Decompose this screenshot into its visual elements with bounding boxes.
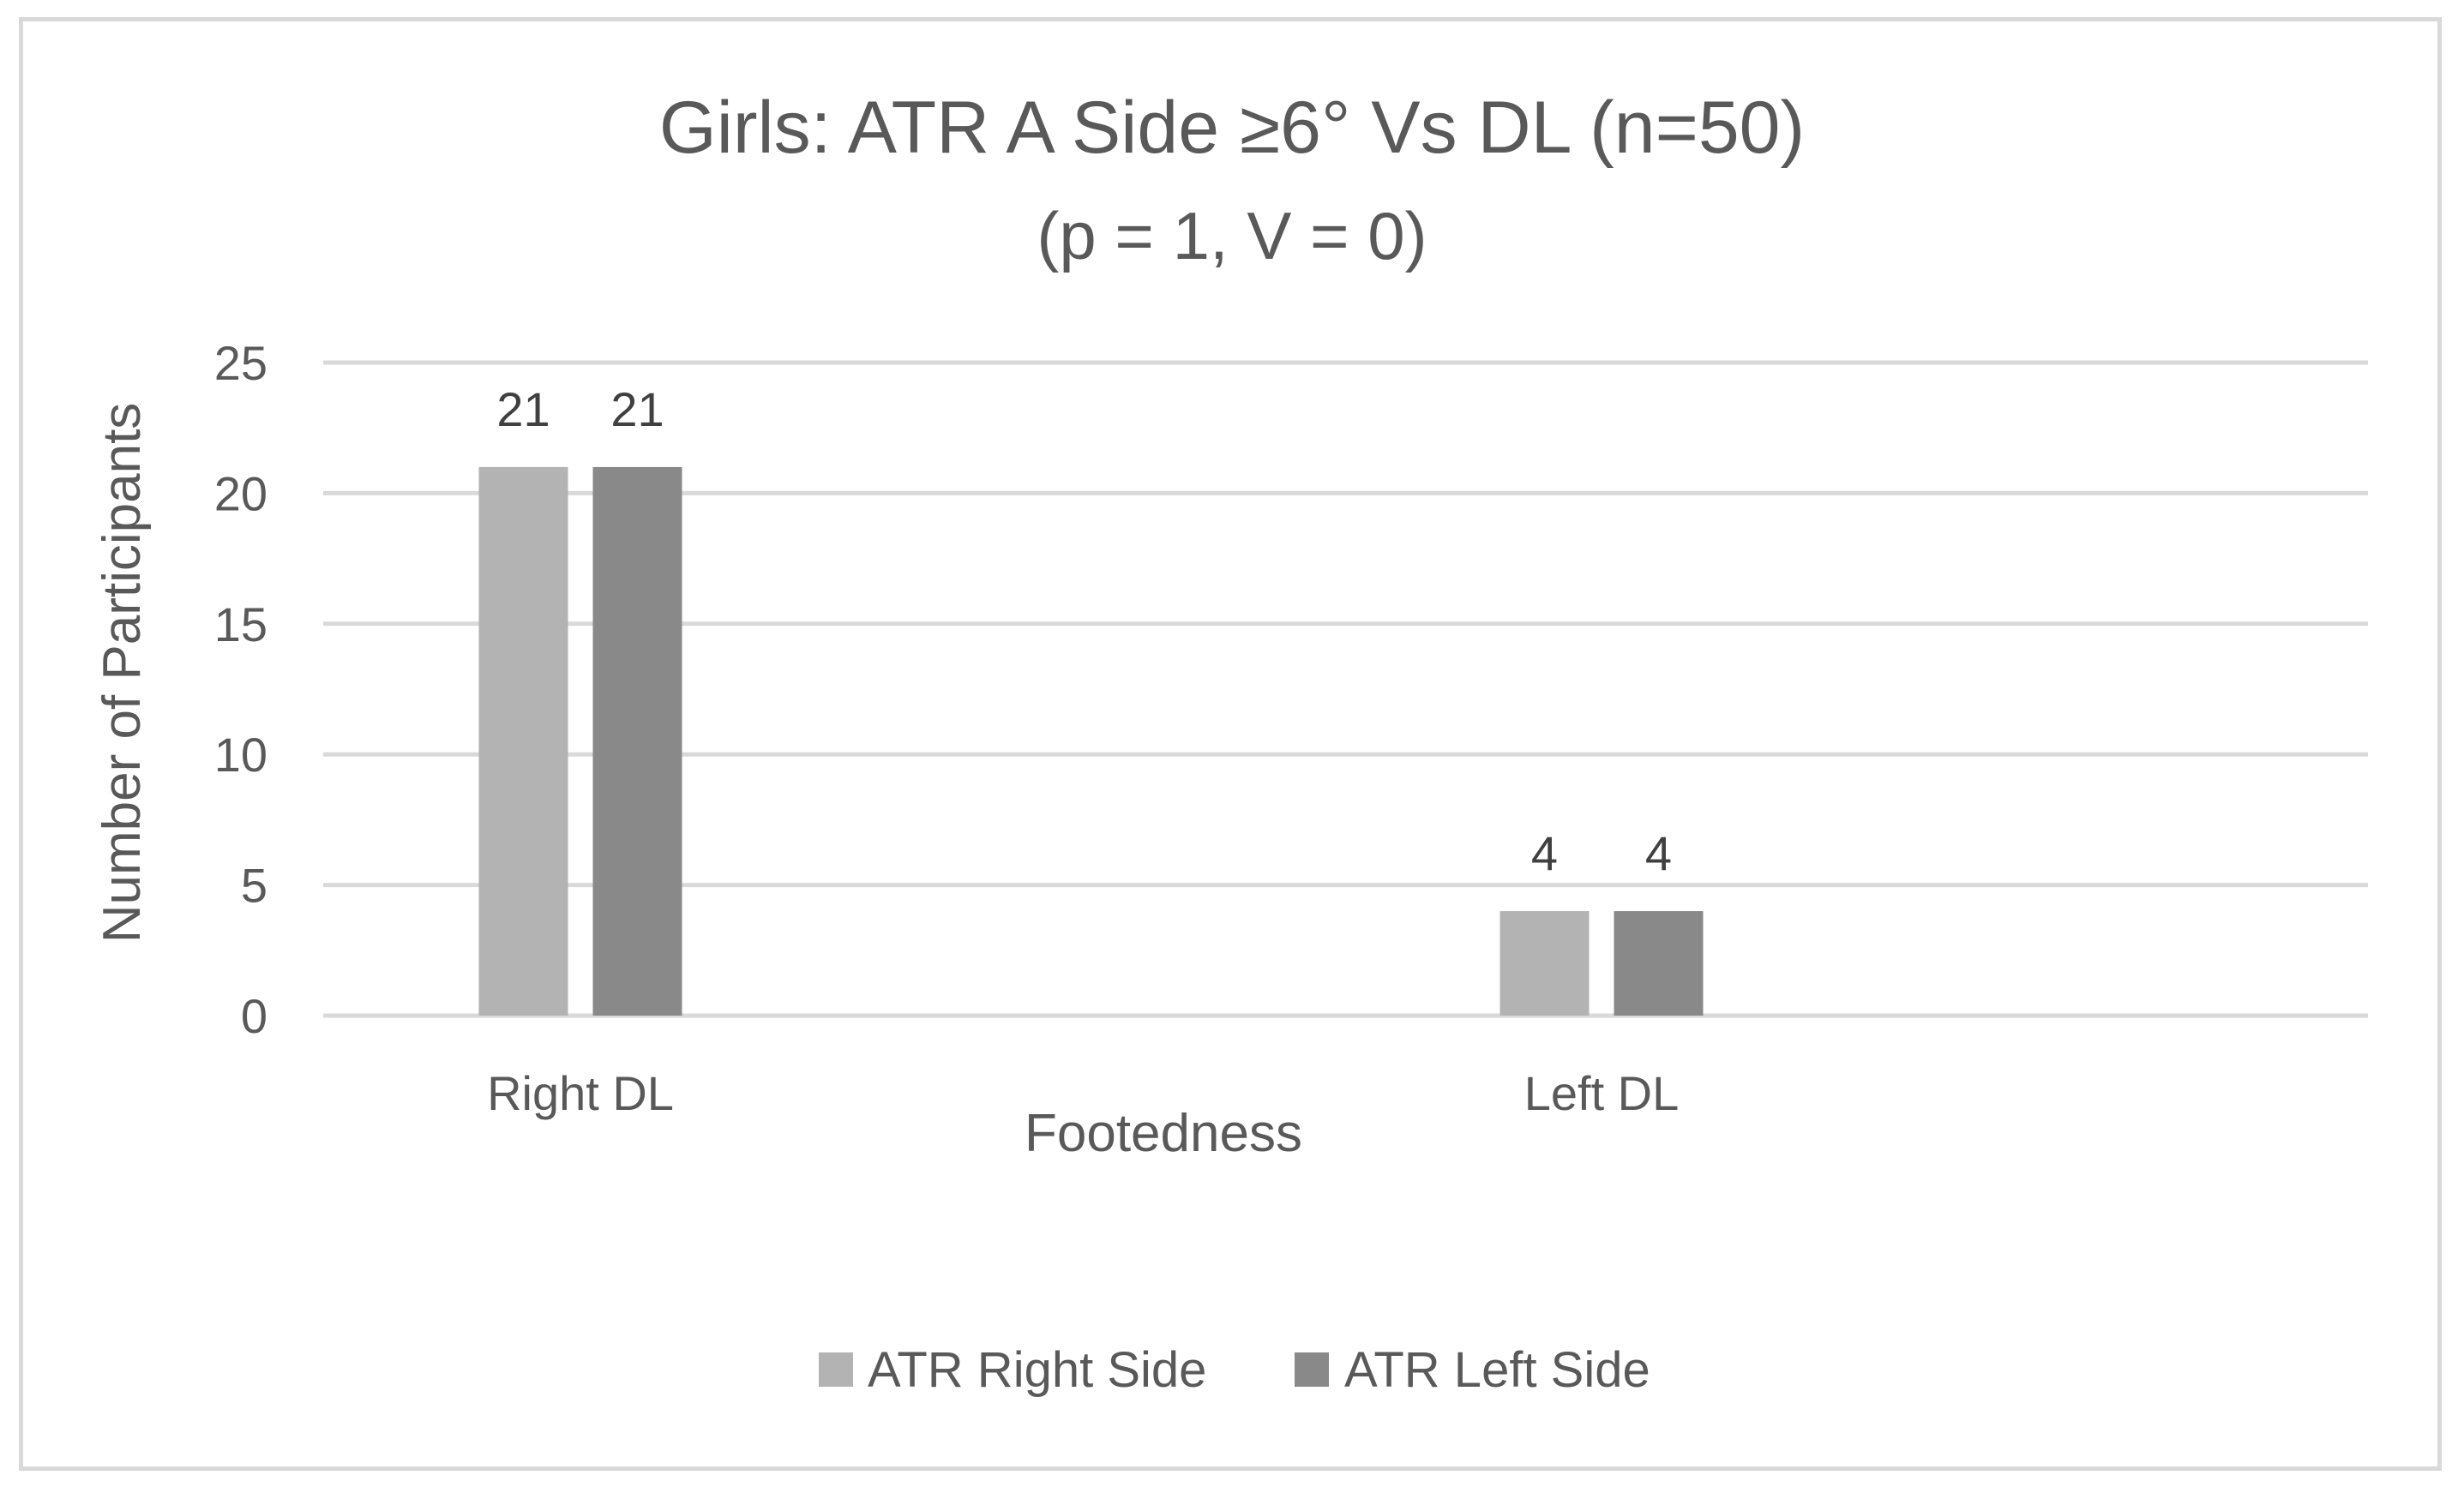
y-tick-label: 5 (241, 859, 267, 913)
y-tick-label: 15 (214, 597, 267, 651)
data-labels: 21 21 4 4 (496, 382, 1672, 880)
legend-swatch (819, 1352, 853, 1387)
y-tick-label: 10 (214, 728, 267, 782)
y-tick-label: 0 (241, 989, 267, 1043)
bar-atr-right-side-right-dl (478, 466, 568, 1016)
data-label: 21 (496, 382, 550, 436)
bar-atr-left-side-right-dl (592, 466, 682, 1016)
x-axis-title: Footedness (1025, 1104, 1302, 1163)
legend-label: ATR Left Side (1344, 1342, 1650, 1398)
bars (478, 466, 1704, 1016)
data-label: 21 (610, 382, 664, 436)
legend: ATR Right Side ATR Left Side (819, 1342, 1650, 1398)
chart-title: Girls: ATR A Side ≥6° Vs DL (n=50) (659, 87, 1805, 169)
x-tick-label: Left DL (1524, 1066, 1680, 1120)
y-tick-label: 25 (214, 336, 267, 390)
y-axis-title: Number of Participants (93, 403, 152, 944)
bar-atr-left-side-left-dl (1614, 911, 1704, 1016)
y-tick-label: 20 (214, 466, 267, 520)
y-axis-ticks: 0 5 10 15 20 25 (214, 336, 267, 1043)
legend-swatch (1295, 1352, 1329, 1387)
chart-subtitle: (p = 1, V = 0) (1037, 198, 1427, 273)
chart-frame (19, 17, 2442, 1471)
x-tick-label: Right DL (487, 1066, 674, 1120)
legend-label: ATR Right Side (868, 1342, 1206, 1398)
x-axis-ticks: Right DL Left DL (487, 1066, 1679, 1120)
data-label: 4 (1645, 826, 1672, 880)
bar-atr-right-side-left-dl (1499, 911, 1590, 1016)
data-label: 4 (1531, 826, 1558, 880)
